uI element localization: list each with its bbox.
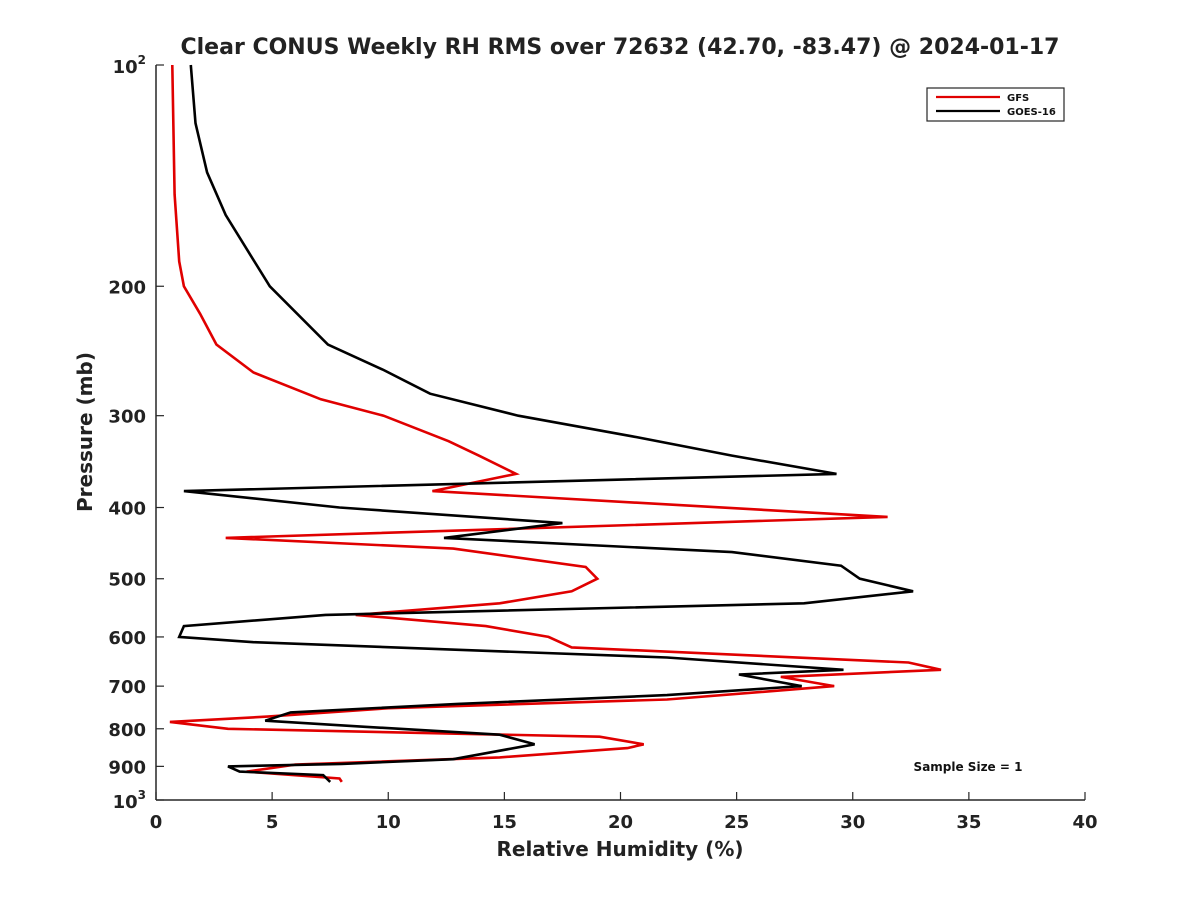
y-axis-label: Pressure (mb) [73, 352, 97, 512]
y-tick-label: 200 [108, 277, 146, 298]
y-tick-label: 800 [108, 720, 146, 741]
y-ticks: 200 300 400 500 600 700 800 900 102 103 [108, 53, 164, 813]
series-layer [169, 64, 942, 783]
y-tick-label-bottom: 103 [113, 788, 146, 813]
x-tick-label: 20 [608, 812, 633, 833]
x-tick-label: 15 [492, 812, 517, 833]
y-tick-label: 300 [108, 407, 146, 428]
legend: GFS GOES-16 [926, 87, 1065, 122]
x-tick-label: 0 [150, 812, 163, 833]
x-tick-label: 35 [956, 812, 981, 833]
y-tick-label: 500 [108, 570, 146, 591]
x-tick-label: 40 [1072, 812, 1097, 833]
legend-label-gfs: GFS [1007, 93, 1029, 104]
x-tick-label: 5 [266, 812, 279, 833]
plot-area: 0 5 10 15 20 25 30 35 40 200 300 400 500 600 700 800 90… [108, 53, 1097, 833]
series-line-goes16 [177, 64, 914, 783]
x-tick-label: 30 [840, 812, 865, 833]
x-ticks: 0 5 10 15 20 25 30 35 40 [150, 792, 1098, 833]
y-tick-label: 700 [108, 677, 146, 698]
legend-label-goes16: GOES-16 [1007, 107, 1056, 118]
y-tick-label-top: 102 [113, 53, 146, 78]
y-tick-label: 400 [108, 499, 146, 520]
legend-box [926, 87, 1065, 122]
y-tick-label: 600 [108, 628, 146, 649]
sample-size-annotation: Sample Size = 1 [914, 760, 1023, 774]
chart-title: Clear CONUS Weekly RH RMS over 72632 (42… [181, 35, 1060, 60]
x-axis-label: Relative Humidity (%) [496, 837, 743, 861]
x-tick-label: 10 [376, 812, 401, 833]
y-tick-label: 900 [108, 757, 146, 778]
x-tick-label: 25 [724, 812, 749, 833]
